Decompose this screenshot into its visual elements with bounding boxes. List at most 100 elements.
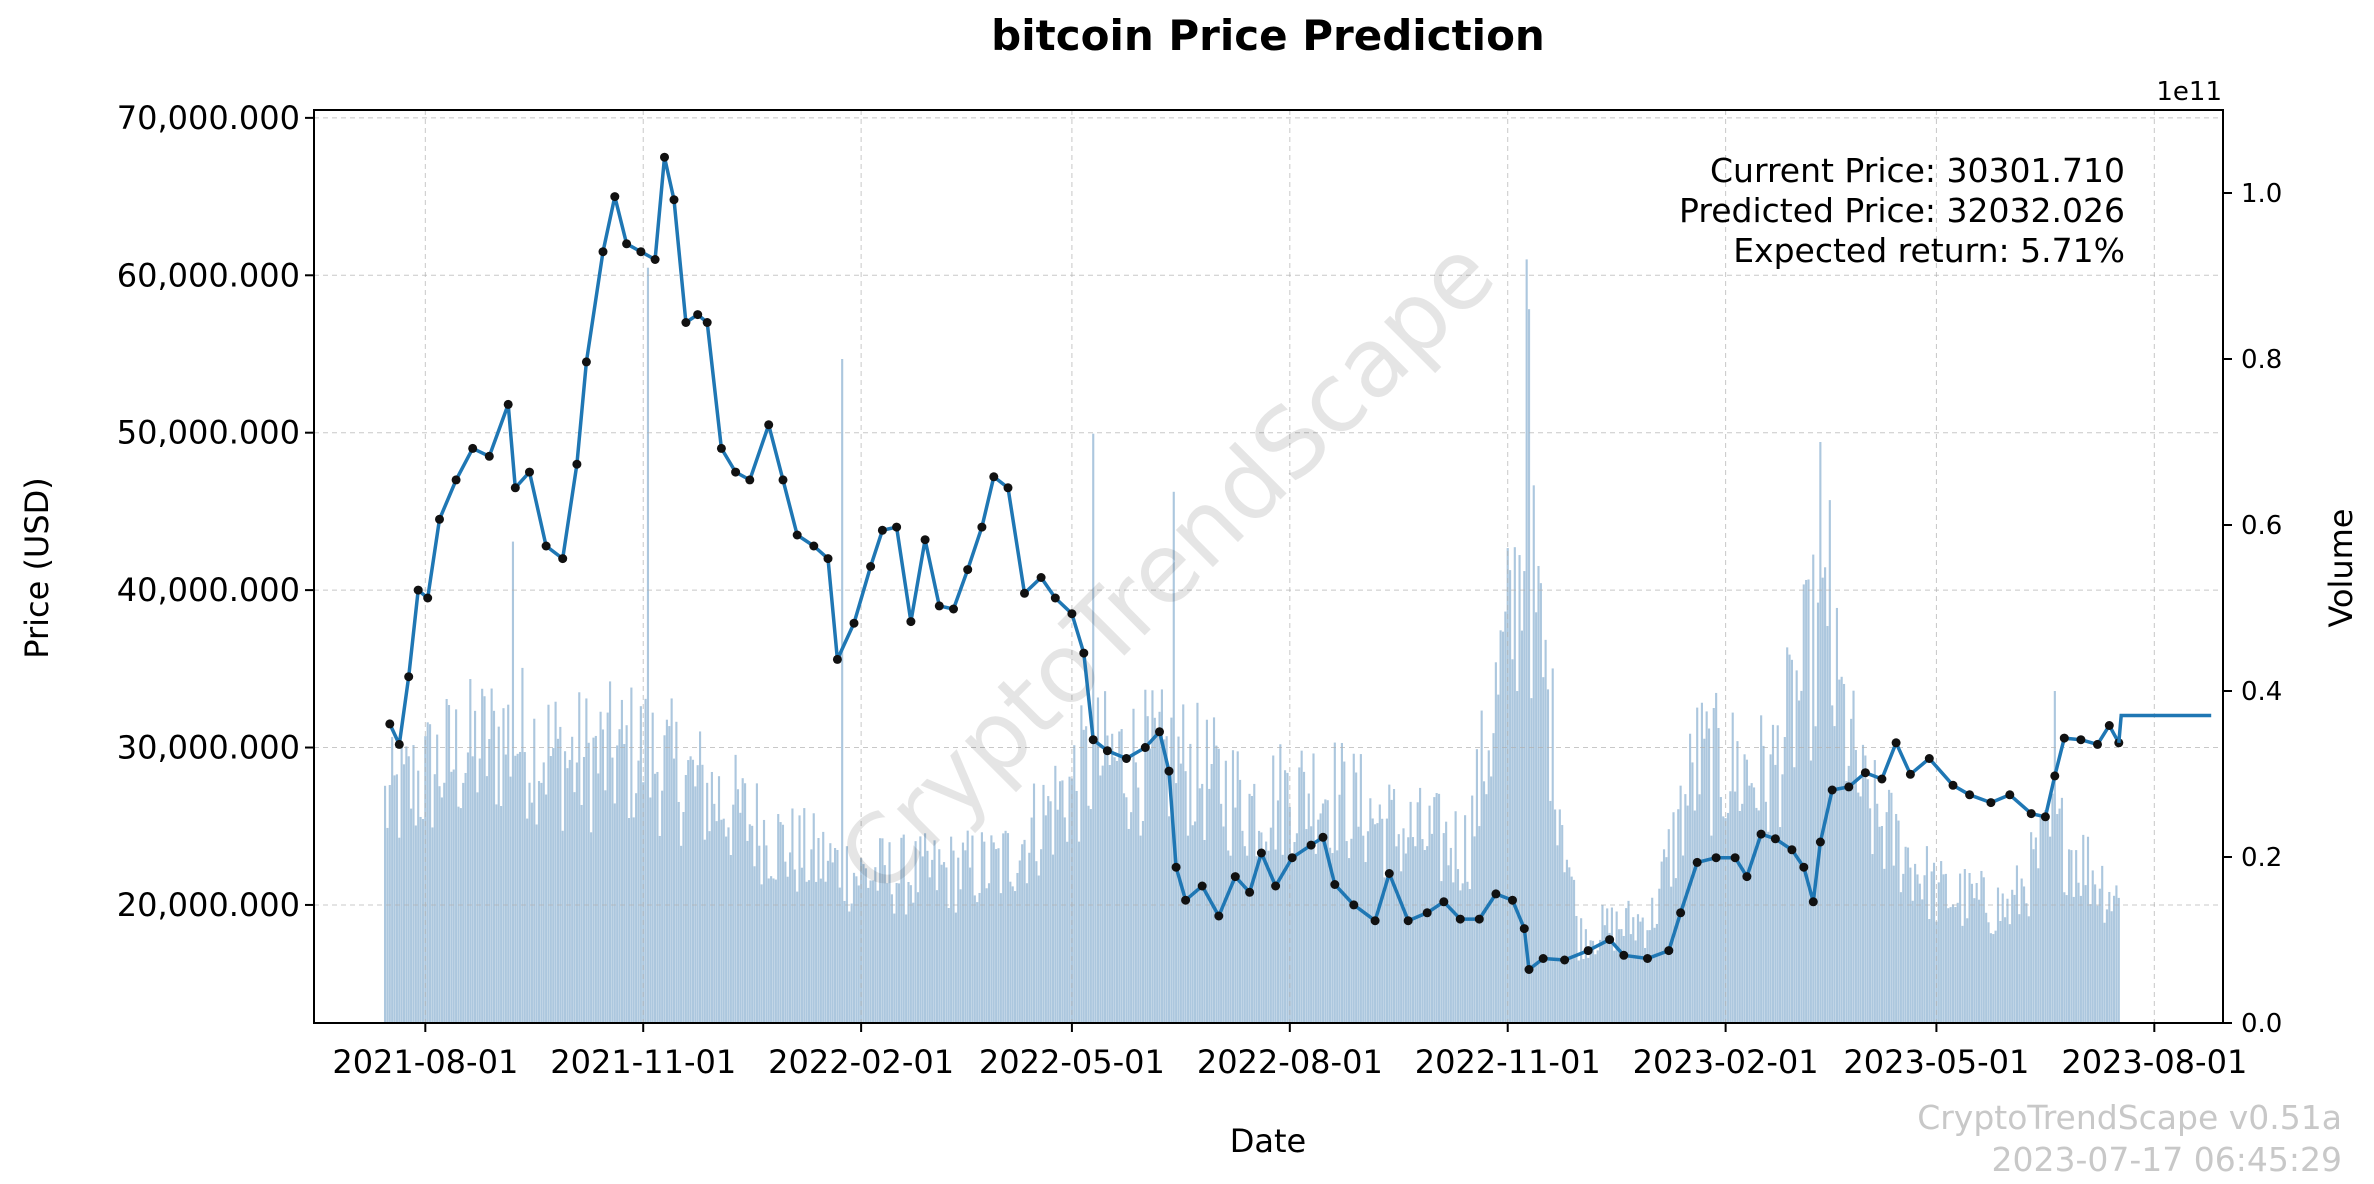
price-point: [2059, 733, 2069, 743]
x-tick-label: 2022-08-01: [1197, 1043, 1383, 1081]
volume-bar: [836, 849, 839, 1023]
volume-bar: [1842, 683, 1846, 1023]
volume-bar: [1153, 717, 1156, 1023]
volume-bar: [1326, 800, 1329, 1023]
volume-bar: [1606, 908, 1609, 1023]
price-point: [702, 318, 712, 327]
volume-bar: [850, 903, 853, 1023]
volume-bar: [698, 731, 702, 1023]
volume-bar: [1641, 917, 1644, 1023]
volume-bar: [1525, 259, 1528, 1023]
volume-bar: [1558, 809, 1561, 1023]
volume-bar: [675, 721, 678, 1023]
price-point: [669, 195, 679, 205]
volume-bar: [1004, 830, 1007, 1023]
volume-bar: [464, 772, 467, 1023]
price-point: [1164, 766, 1174, 776]
volume-bar: [1565, 859, 1568, 1023]
volume-bar: [1255, 856, 1258, 1023]
volume-bar: [2105, 909, 2109, 1023]
price-point: [1036, 573, 1046, 582]
volume-bar: [879, 838, 882, 1023]
price-point: [385, 719, 395, 729]
volume-bar: [528, 782, 531, 1023]
y-tick-label: 40,000.000: [117, 571, 300, 609]
x-tick-label: 2022-05-01: [979, 1043, 1165, 1081]
volume-bar: [1790, 659, 1794, 1023]
volume-bar: [971, 835, 974, 1023]
volume-bar: [620, 699, 623, 1023]
volume-bar: [1239, 779, 1242, 1023]
volume-bar: [755, 783, 758, 1023]
volume-bar: [601, 729, 605, 1023]
volume-bar: [838, 887, 841, 1023]
volume-bar: [1492, 733, 1495, 1023]
price-point: [1965, 790, 1975, 800]
price-point: [1403, 916, 1413, 926]
volume-bar: [407, 756, 410, 1023]
volume-bar: [509, 776, 512, 1023]
volume-bar: [791, 808, 794, 1023]
volume-bar: [1338, 794, 1341, 1023]
volume-bar: [1118, 731, 1121, 1023]
footer-version: CryptoTrendScape v0.51a: [1917, 1098, 2342, 1137]
volume-bar: [1651, 897, 1654, 1023]
volume-bar: [644, 698, 647, 1023]
volume-bar: [1546, 689, 1550, 1023]
volume-bar: [1788, 654, 1791, 1023]
volume-bar: [1816, 602, 1820, 1023]
price-point: [1742, 872, 1752, 882]
volume-bar: [559, 726, 562, 1023]
volume-bar: [779, 822, 782, 1023]
volume-bar: [1449, 847, 1452, 1023]
volume-bar: [1951, 904, 1955, 1023]
volume-bar: [1016, 872, 1019, 1023]
volume-bar: [687, 760, 690, 1023]
volume-bar: [426, 722, 429, 1023]
volume-bar: [545, 794, 548, 1023]
volume-bar: [1876, 803, 1879, 1023]
volume-bar: [907, 881, 910, 1023]
volume-bar: [803, 808, 806, 1023]
y2-tick-label: 0.0: [2241, 1009, 2282, 1039]
prediction-line: [2117, 713, 2212, 743]
price-point: [949, 604, 958, 614]
volume-bar: [1442, 833, 1445, 1023]
volume-bar: [1530, 698, 1533, 1023]
volume-bar: [1049, 801, 1052, 1023]
volume-bar: [1963, 869, 1966, 1023]
volume-bar: [618, 729, 621, 1023]
volume-bar: [871, 880, 875, 1023]
volume-bar: [966, 830, 969, 1023]
volume-bar: [1840, 676, 1843, 1023]
volume-bar: [419, 816, 422, 1023]
volume-bar: [1795, 670, 1798, 1023]
volume-bar: [762, 819, 766, 1023]
volume-bar: [1388, 784, 1391, 1023]
volume-bar: [1447, 865, 1450, 1023]
volume-bar: [556, 738, 560, 1023]
volume-bar: [625, 725, 628, 1023]
volume-bar: [2082, 834, 2085, 1023]
volume-bar: [1932, 862, 1936, 1023]
volume-bar: [1087, 805, 1090, 1023]
volume-bar: [1852, 690, 1855, 1023]
volume-bar: [2077, 882, 2080, 1023]
volume-bar: [561, 830, 564, 1023]
predicted-price-annotation: Predicted Price: 32032.026: [1679, 191, 2125, 230]
price-point: [1692, 857, 1702, 867]
volume-bar: [428, 724, 432, 1023]
volume-bar: [2025, 903, 2028, 1023]
volume-bar: [786, 876, 789, 1023]
price-point: [1455, 914, 1465, 924]
volume-bar: [1726, 812, 1730, 1023]
volume-bar: [597, 773, 600, 1023]
volume-bar: [1584, 929, 1587, 1023]
volume-bar: [587, 742, 590, 1023]
volume-bar: [722, 818, 725, 1023]
volume-bar: [502, 708, 505, 1023]
volume-bar: [542, 762, 545, 1023]
volume-bar: [1357, 826, 1360, 1023]
volume-bar: [1887, 789, 1891, 1023]
price-point: [1643, 954, 1652, 963]
